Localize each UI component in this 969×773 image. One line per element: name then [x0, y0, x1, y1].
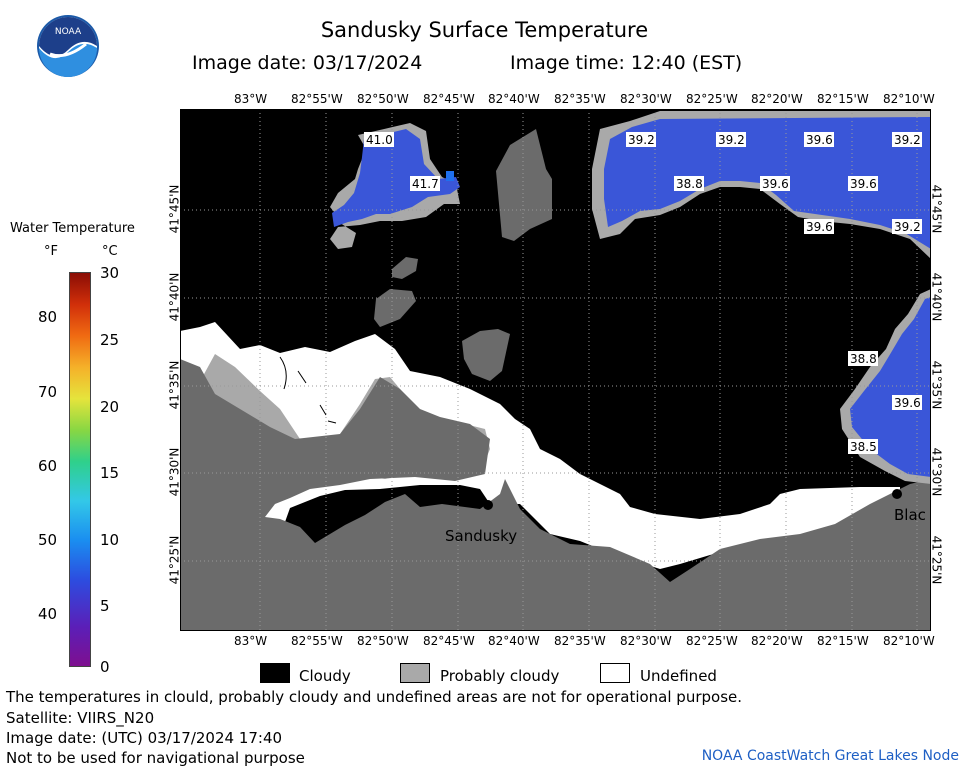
key-label-undefined: Undefined: [640, 667, 717, 685]
temperature-map[interactable]: 41.0 41.7 39.2 39.2 39.6 39.2 38.8 39.6 …: [180, 109, 931, 631]
color-bar: [69, 272, 91, 667]
warm-water-pixel: [446, 171, 454, 181]
lon-tick-top: 82°10'W: [883, 92, 935, 106]
key-swatch-cloudy: [260, 663, 290, 683]
temp-labels: 41.0 41.7 39.2 39.2 39.6 39.2 38.8 39.6 …: [364, 132, 922, 454]
image-time: Image time: 12:40 (EST): [510, 52, 743, 74]
island: [496, 129, 552, 241]
temp-label: 39.2: [718, 133, 745, 147]
lon-tick-top: 82°55'W: [291, 92, 343, 106]
page-title: Sandusky Surface Temperature: [320, 18, 649, 42]
graticule: [180, 109, 931, 631]
lon-tick-top: 82°30'W: [620, 92, 672, 106]
lon-tick-top: 82°25'W: [686, 92, 738, 106]
temp-label: 38.8: [676, 177, 703, 191]
lon-tick-top: 82°20'W: [751, 92, 803, 106]
f-tick: 70: [38, 383, 58, 401]
unit-fahrenheit: °F: [44, 244, 58, 259]
temp-label: 39.6: [894, 396, 921, 410]
lon-tick-top: 82°35'W: [554, 92, 606, 106]
f-tick: 60: [38, 457, 58, 475]
satellite: Satellite: VIIRS_N20: [6, 709, 155, 727]
legend-title: Water Temperature: [10, 221, 135, 236]
c-tick: 15: [100, 464, 120, 482]
f-tick: 40: [38, 605, 58, 623]
c-tick: 10: [100, 531, 120, 549]
land-area: [180, 359, 931, 631]
lon-tick-bottom: 82°55'W: [291, 634, 343, 648]
lon-tick-top: 82°15'W: [817, 92, 869, 106]
lon-tick-bottom: 82°45'W: [423, 634, 475, 648]
temp-label: 39.2: [894, 133, 921, 147]
c-tick: 20: [100, 398, 120, 416]
undefined-area: [180, 322, 900, 569]
temp-label: 39.2: [628, 133, 655, 147]
city-marker-sandusky[interactable]: [483, 500, 493, 510]
image-date: Image date: 03/17/2024: [192, 52, 423, 74]
lon-tick-bottom: 82°20'W: [751, 634, 803, 648]
temp-label: 39.6: [806, 220, 833, 234]
temp-label: 39.2: [894, 220, 921, 234]
temp-label: 38.5: [850, 440, 877, 454]
temp-label: 39.6: [850, 177, 877, 191]
f-tick: 50: [38, 531, 58, 549]
utc-date: Image date: (UTC) 03/17/2024 17:40: [6, 729, 283, 747]
c-tick: 25: [100, 331, 120, 349]
logo-text: NOAA: [55, 27, 82, 37]
city-label-east: Blac: [894, 506, 926, 524]
credit[interactable]: NOAA CoastWatch Great Lakes Node: [701, 748, 959, 764]
lon-tick-top: 82°45'W: [423, 92, 475, 106]
shoreline: [279, 356, 337, 424]
c-tick: 5: [100, 597, 110, 615]
island: [462, 329, 510, 381]
temp-label: 41.7: [412, 177, 439, 191]
lon-tick-bottom: 83°W: [234, 634, 268, 648]
key-swatch-undefined: [600, 663, 630, 683]
key-swatch-probably-cloudy: [400, 663, 430, 683]
lat-tick-right: 41°40'N: [929, 272, 944, 322]
c-tick: 0: [100, 658, 110, 676]
lat-tick-right: 41°25'N: [929, 535, 944, 585]
lon-tick-bottom: 82°25'W: [686, 634, 738, 648]
lon-tick-bottom: 82°30'W: [620, 634, 672, 648]
lon-tick-top: 82°50'W: [357, 92, 409, 106]
lon-tick-bottom: 82°35'W: [554, 634, 606, 648]
lat-tick-right: 41°30'N: [929, 447, 944, 497]
temp-label: 38.8: [850, 352, 877, 366]
lon-tick-top: 82°40'W: [488, 92, 540, 106]
lon-tick-bottom: 82°15'W: [817, 634, 869, 648]
map-frame: [180, 109, 931, 631]
key-label-probably-cloudy: Probably cloudy: [440, 667, 560, 685]
lon-tick-top: 83°W: [234, 92, 268, 106]
temp-label: 39.6: [806, 133, 833, 147]
c-tick: 30: [100, 264, 120, 282]
water-temp-area: [850, 297, 931, 477]
key-label-cloudy: Cloudy: [299, 667, 351, 685]
lat-tick-right: 41°35'N: [929, 360, 944, 410]
lat-tick-right: 41°45'N: [929, 184, 944, 234]
lon-tick-bottom: 82°10'W: [883, 634, 935, 648]
shoreline: [307, 508, 325, 524]
lon-tick-bottom: 82°40'W: [488, 634, 540, 648]
temp-label: 39.6: [762, 177, 789, 191]
unit-celsius: °C: [102, 244, 118, 259]
noaa-logo: NOAA: [37, 15, 99, 77]
city-label-sandusky: Sandusky: [445, 527, 517, 545]
island: [392, 257, 418, 279]
temp-label: 41.0: [366, 133, 393, 147]
f-tick: 80: [38, 308, 58, 326]
navigation-warning: Not to be used for navigational purpose: [6, 749, 305, 767]
disclaimer: The temperatures in clould, probably clo…: [6, 688, 743, 706]
lon-tick-bottom: 82°50'W: [357, 634, 409, 648]
city-marker-east[interactable]: [892, 489, 902, 499]
warm-water-area: [332, 129, 460, 227]
